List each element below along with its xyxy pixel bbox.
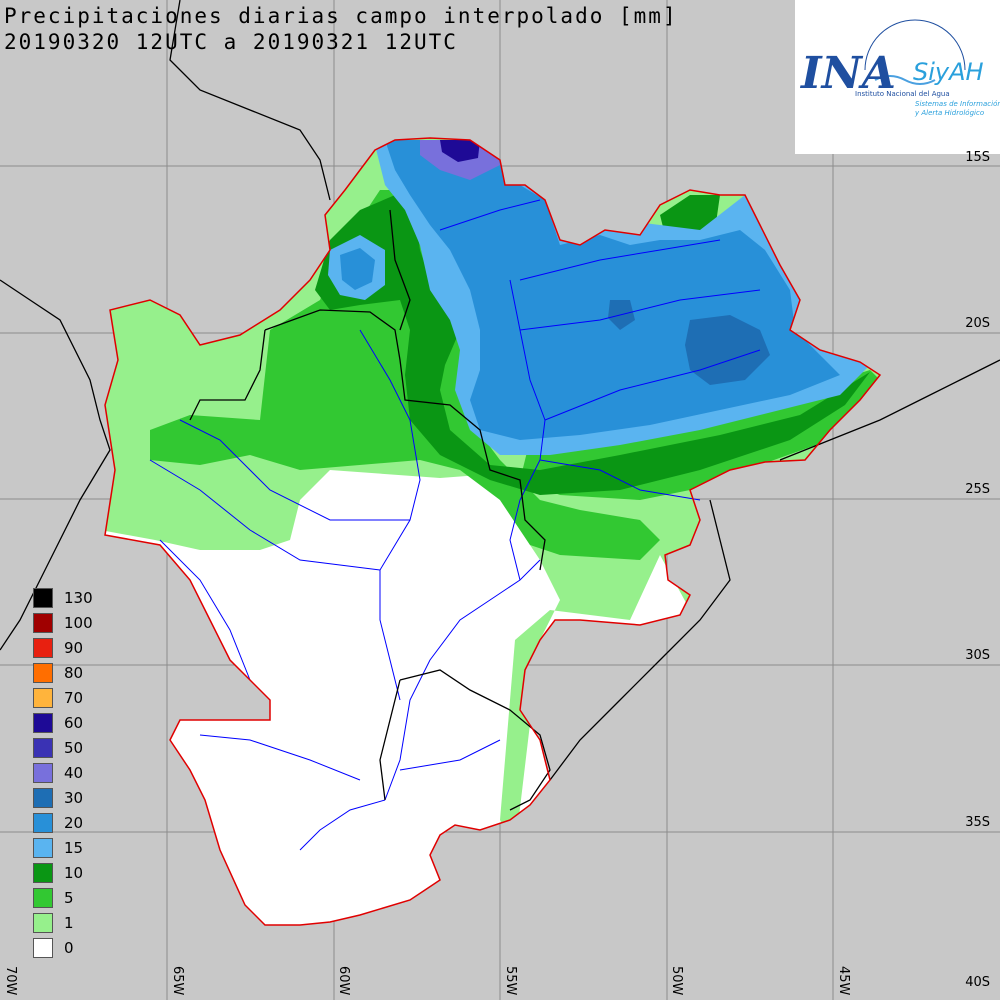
latitude-label: 15S xyxy=(965,150,990,165)
legend-swatch xyxy=(33,938,53,958)
basin-outline xyxy=(104,137,882,926)
legend-label: 50 xyxy=(64,739,84,757)
legend-swatch xyxy=(33,838,53,858)
zone-20mm-pocket xyxy=(340,248,375,290)
legend-swatch xyxy=(33,613,53,633)
longitude-label: 50W xyxy=(669,966,684,996)
logo-line2: Sistemas de Información xyxy=(915,100,1000,108)
legend-label: 70 xyxy=(64,689,84,707)
legend-swatch xyxy=(33,638,53,658)
legend-swatch xyxy=(33,913,53,933)
latitude-label: 40S xyxy=(965,975,990,990)
logo-line1: Instituto Nacional del Agua xyxy=(855,90,950,98)
legend-label: 90 xyxy=(64,639,84,657)
rivers xyxy=(149,199,761,851)
legend-label: 0 xyxy=(64,939,74,957)
legend-label: 130 xyxy=(64,589,93,607)
legend-label: 1 xyxy=(64,914,74,932)
legend-swatch xyxy=(33,888,53,908)
legend-swatch xyxy=(33,863,53,883)
longitude-label: 55W xyxy=(503,966,518,996)
logo-arc xyxy=(864,19,966,71)
legend-swatch xyxy=(33,713,53,733)
logo-graphic: INA SiyAH Instituto Nacional del Agua Si… xyxy=(799,19,1000,117)
latitude-label: 20S xyxy=(965,316,990,331)
longitude-label: 60W xyxy=(336,966,351,996)
map-subtitle: 20190320 12UTC a 20190321 12UTC xyxy=(4,30,458,54)
legend-label: 100 xyxy=(64,614,93,632)
legend-swatch xyxy=(33,738,53,758)
ina-siyah-logo: INA SiyAH Instituto Nacional del Agua Si… xyxy=(795,0,1000,154)
longitude-label: 70W xyxy=(3,966,18,996)
longitude-label: 65W xyxy=(170,966,185,996)
latitude-label: 25S xyxy=(965,482,990,497)
latitude-label: 35S xyxy=(965,815,990,830)
legend-label: 5 xyxy=(64,889,74,907)
legend-swatch xyxy=(33,813,53,833)
legend-label: 20 xyxy=(64,814,84,832)
logo-wave xyxy=(874,75,936,85)
legend-label: 10 xyxy=(64,864,84,882)
legend-label: 15 xyxy=(64,839,84,857)
legend-label: 30 xyxy=(64,789,84,807)
legend-swatch xyxy=(33,663,53,683)
legend-swatch xyxy=(33,688,53,708)
legend-swatch xyxy=(33,588,53,608)
zone-60mm xyxy=(440,140,480,162)
logo-line3: y Alerta Hidrológico xyxy=(914,109,984,117)
legend-swatch xyxy=(33,763,53,783)
legend-label: 60 xyxy=(64,714,84,732)
logo-ina: INA xyxy=(799,48,896,99)
logo-siyah: SiyAH xyxy=(913,58,984,86)
latitude-label: 30S xyxy=(965,648,990,663)
legend-label: 40 xyxy=(64,764,84,782)
longitude-label: 45W xyxy=(836,966,851,996)
legend-label: 80 xyxy=(64,664,84,682)
map-title: Precipitaciones diarias campo interpolad… xyxy=(4,4,678,28)
zone-10mm xyxy=(315,195,870,495)
legend-swatch xyxy=(33,788,53,808)
